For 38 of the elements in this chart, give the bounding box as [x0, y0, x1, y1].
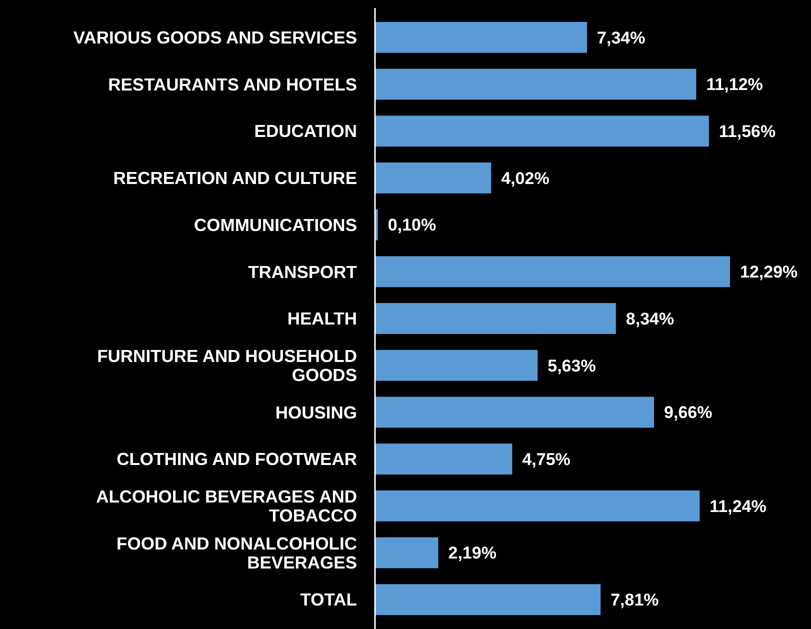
bar [375, 537, 438, 568]
bar [375, 116, 709, 147]
y-tick-label: RESTAURANTS AND HOTELS [108, 74, 357, 94]
y-tick-label: VARIOUS GOODS AND SERVICES [73, 28, 357, 48]
y-tick-label: HEALTH [287, 308, 357, 329]
data-label: 4,75% [522, 450, 570, 470]
y-tick-label: RECREATION AND CULTURE [113, 168, 357, 188]
data-label: 12,29% [740, 262, 798, 282]
bar [375, 22, 588, 53]
bar [375, 584, 601, 616]
data-label: 4,02% [501, 168, 550, 188]
data-label: 11,24% [710, 496, 766, 516]
y-tick-label: ALCOHOLIC BEVERAGES AND TOBACCO [96, 486, 357, 526]
data-label: 7,34% [597, 28, 646, 48]
y-tick-label: CLOTHING AND FOOTWEAR [116, 449, 358, 470]
data-label: 8,34% [626, 309, 674, 328]
data-label: 0,10% [388, 216, 436, 235]
bar [375, 444, 512, 475]
data-label: 2,19% [448, 544, 496, 563]
bar [375, 350, 538, 381]
bar [375, 303, 616, 334]
bar [375, 162, 492, 194]
data-label: 5,63% [548, 356, 596, 376]
y-tick-label: FURNITURE AND HOUSEHOLD GOODS [97, 346, 357, 385]
y-tick-label: TOTAL [300, 590, 358, 610]
bar [375, 396, 654, 428]
data-label: 11,12% [706, 75, 763, 94]
y-tick-label: COMMUNICATIONS [194, 214, 357, 235]
y-tick-label: EDUCATION [254, 121, 357, 142]
bar [375, 68, 696, 100]
y-tick-label: HOUSING [275, 402, 357, 422]
data-label: 7,81% [610, 590, 659, 610]
data-label: 11,56% [718, 122, 776, 142]
y-tick-label: TRANSPORT [248, 262, 358, 282]
bar [375, 490, 700, 522]
bar [375, 256, 730, 288]
data-label: 9,66% [664, 403, 712, 422]
y-tick-label: FOOD AND NONALCOHOLIC BEVERAGES [116, 533, 358, 572]
